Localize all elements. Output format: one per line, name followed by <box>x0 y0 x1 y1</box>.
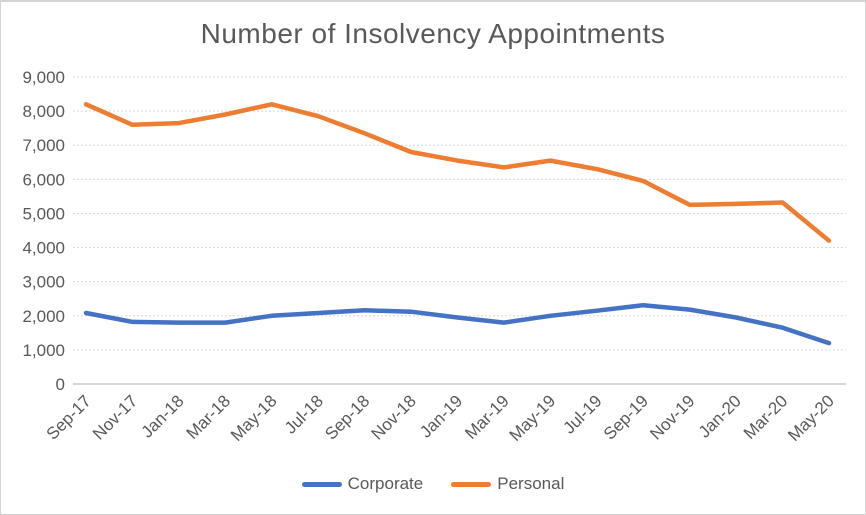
y-axis-tick-label: 3,000 <box>22 273 65 292</box>
x-axis-tick-label: Jan-19 <box>416 391 466 441</box>
y-axis-tick-label: 2,000 <box>22 307 65 326</box>
x-axis-tick-label: Mar-18 <box>183 391 235 443</box>
x-axis-tick-label: Nov-18 <box>368 391 420 443</box>
x-axis-tick-label: Sep-17 <box>43 391 95 443</box>
x-axis-tick-label: May-19 <box>506 391 560 445</box>
y-axis-tick-label: 1,000 <box>22 341 65 360</box>
x-axis-tick-label: Jan-18 <box>138 391 188 441</box>
y-axis-tick-label: 8,000 <box>22 102 65 121</box>
legend-label-corporate: Corporate <box>347 474 424 493</box>
x-axis-tick-label: Jul-18 <box>281 391 327 437</box>
y-axis-tick-label: 0 <box>56 375 65 394</box>
y-axis-tick-label: 6,000 <box>22 170 65 189</box>
x-axis-tick-label: Jan-20 <box>695 391 745 441</box>
x-axis-tick-label: Sep-19 <box>600 391 652 443</box>
chart-title: Number of Insolvency Appointments <box>200 18 666 49</box>
legend-label-personal: Personal <box>497 474 565 493</box>
series-line-corporate <box>83 302 832 346</box>
personal-line-swatch-icon <box>451 481 492 487</box>
y-axis-tick-label: 5,000 <box>22 204 65 223</box>
x-axis-tick-label: Jul-19 <box>559 391 605 437</box>
x-axis-tick-label: Mar-20 <box>740 391 792 443</box>
y-axis-tick-label: 9,000 <box>22 68 65 87</box>
x-axis-tick-label: Nov-17 <box>89 391 141 443</box>
y-axis-tick-label: 7,000 <box>22 136 65 155</box>
x-axis-tick-label: May-18 <box>227 391 281 445</box>
legend-item-corporate: Corporate <box>301 474 424 494</box>
series-line-personal <box>83 102 832 243</box>
x-axis-tick-label: Sep-18 <box>321 391 373 443</box>
legend: Corporate Personal <box>1 474 865 494</box>
x-axis-tick-label: Nov-19 <box>646 391 698 443</box>
legend-item-personal: Personal <box>451 474 564 494</box>
corporate-line-swatch-icon <box>301 481 342 487</box>
y-axis-tick-label: 4,000 <box>22 239 65 258</box>
x-axis-tick-label: Mar-19 <box>461 391 513 443</box>
x-axis-tick-label: May-20 <box>784 391 838 445</box>
